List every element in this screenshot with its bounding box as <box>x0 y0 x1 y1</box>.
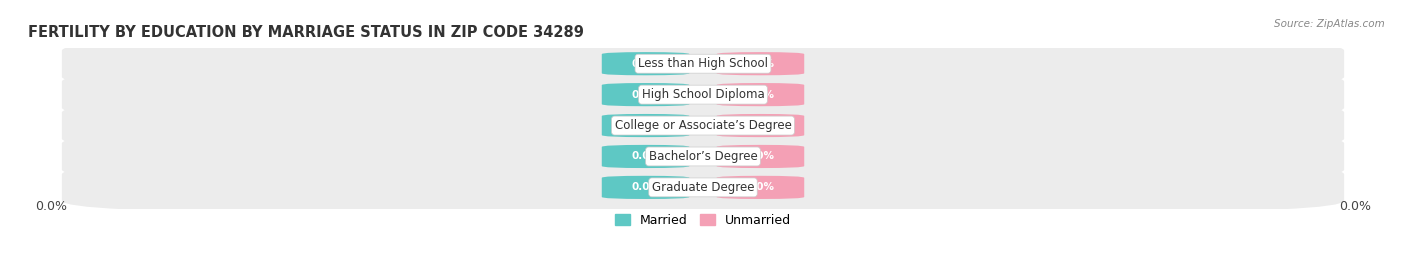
Text: 0.0%: 0.0% <box>631 151 661 162</box>
FancyBboxPatch shape <box>602 114 689 137</box>
FancyBboxPatch shape <box>717 114 804 137</box>
Text: 0.0%: 0.0% <box>745 151 775 162</box>
FancyBboxPatch shape <box>602 145 689 168</box>
Text: 0.0%: 0.0% <box>631 90 661 100</box>
Text: High School Diploma: High School Diploma <box>641 88 765 101</box>
Text: 0.0%: 0.0% <box>631 183 661 192</box>
Text: Less than High School: Less than High School <box>638 57 768 70</box>
Text: 0.0%: 0.0% <box>631 59 661 69</box>
FancyBboxPatch shape <box>602 83 689 106</box>
Text: Source: ZipAtlas.com: Source: ZipAtlas.com <box>1274 19 1385 29</box>
Legend: Married, Unmarried: Married, Unmarried <box>610 209 796 232</box>
Text: 0.0%: 0.0% <box>745 121 775 131</box>
FancyBboxPatch shape <box>717 52 804 75</box>
FancyBboxPatch shape <box>717 145 804 168</box>
Text: FERTILITY BY EDUCATION BY MARRIAGE STATUS IN ZIP CODE 34289: FERTILITY BY EDUCATION BY MARRIAGE STATU… <box>28 25 583 40</box>
FancyBboxPatch shape <box>62 132 1344 181</box>
FancyBboxPatch shape <box>717 176 804 199</box>
FancyBboxPatch shape <box>602 176 689 199</box>
FancyBboxPatch shape <box>717 83 804 106</box>
Text: 0.0%: 0.0% <box>631 121 661 131</box>
Text: 0.0%: 0.0% <box>745 183 775 192</box>
Text: College or Associate’s Degree: College or Associate’s Degree <box>614 119 792 132</box>
Text: 0.0%: 0.0% <box>745 59 775 69</box>
Text: Graduate Degree: Graduate Degree <box>652 181 754 194</box>
FancyBboxPatch shape <box>62 39 1344 89</box>
Text: Bachelor’s Degree: Bachelor’s Degree <box>648 150 758 163</box>
Text: 0.0%: 0.0% <box>745 90 775 100</box>
FancyBboxPatch shape <box>62 100 1344 151</box>
Text: 0.0%: 0.0% <box>35 200 67 213</box>
FancyBboxPatch shape <box>62 162 1344 212</box>
FancyBboxPatch shape <box>602 52 689 75</box>
Text: 0.0%: 0.0% <box>1339 200 1371 213</box>
FancyBboxPatch shape <box>62 70 1344 120</box>
